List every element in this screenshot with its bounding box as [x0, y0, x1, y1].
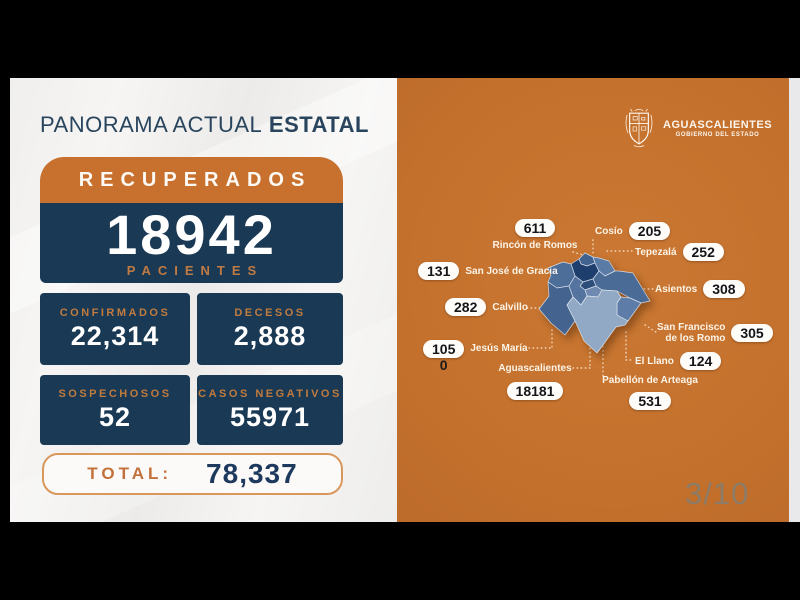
page-title: PANORAMA ACTUAL ESTATAL — [40, 112, 369, 138]
municipality-label: Jesús María — [470, 343, 528, 354]
municipality-label: Rincón de Romos — [492, 240, 578, 251]
value-badge: 252 — [682, 243, 724, 261]
stat-card-confirmados: CONFIRMADOS 22,314 — [40, 293, 190, 365]
stat-label: CONFIRMADOS — [59, 307, 171, 319]
municipality-label: Tepezalá — [635, 246, 677, 258]
municipality-label: Aguascalientes — [498, 363, 572, 374]
value-badge: 282 — [445, 298, 487, 316]
recovered-unit: PACIENTES — [126, 263, 264, 278]
stat-label: DECESOS — [234, 307, 306, 319]
stat-label: SOSPECHOSOS — [58, 388, 172, 400]
recovered-label: RECUPERADOS — [40, 157, 343, 203]
stat-value: 55971 — [229, 402, 311, 432]
value-badge: 105 — [423, 340, 465, 358]
map-region-el-llano — [616, 296, 642, 322]
map-region-calvillo — [538, 281, 576, 336]
municipality-san-francisco-de-los-romo: San Francisco de los Romo 305 — [657, 322, 773, 344]
value-badge: 611 — [514, 219, 556, 237]
map-region-aguascalientes — [566, 289, 629, 354]
stat-card-sospechosos: SOSPECHOSOS 52 — [40, 375, 190, 445]
municipality-label: El Llano — [635, 355, 674, 367]
municipality-label: Asientos — [655, 283, 698, 295]
municipality-label: Calvillo — [492, 301, 528, 313]
stats-panel: PANORAMA ACTUAL ESTATAL RECUPERADOS 1894… — [10, 78, 397, 522]
aguascalientes-coat-of-arms-icon — [625, 108, 653, 148]
state-logo: AGUASCALIENTES GOBIERNO DEL ESTADO — [622, 105, 772, 152]
page-indicator: 3/10 — [685, 476, 750, 511]
municipality-asientos: Asientos 308 — [655, 280, 745, 298]
page-title-regular: PANORAMA ACTUAL — [40, 112, 263, 137]
municipality-el-llano: El Llano 124 — [635, 352, 722, 370]
stat-value: 22,314 — [70, 321, 160, 351]
stat-card-casos-negativos: CASOS NEGATIVOS 55971 — [197, 375, 343, 445]
map-region-pabellon-de-arteaga — [579, 278, 597, 291]
value-badge: 124 — [679, 352, 722, 370]
stat-value: 2,888 — [233, 321, 307, 351]
stat-card-decesos: DECESOS 2,888 — [197, 293, 343, 365]
municipality-label: San Francisco de los Romo — [657, 322, 725, 344]
state-logo-subtitle: GOBIERNO DEL ESTADO — [675, 132, 760, 138]
value-overflow-digit: 0 — [439, 357, 448, 373]
municipality-label-line2: de los Romo — [665, 333, 726, 344]
value-badge: 131 — [418, 262, 460, 280]
state-logo-name: AGUASCALIENTES — [663, 119, 773, 131]
recovered-card: RECUPERADOS 18942 PACIENTES — [40, 157, 343, 283]
stat-value: 52 — [98, 402, 132, 432]
map-region-cosio — [578, 252, 596, 267]
value-badge: 205 — [628, 222, 671, 240]
value-badge-stack: 105 0 — [423, 340, 465, 373]
municipality-label: Pabellón de Arteaga — [602, 375, 698, 386]
value-badge: 531 — [629, 392, 671, 410]
recovered-body: 18942 PACIENTES — [40, 203, 343, 283]
map-region-rincon-de-romos — [570, 258, 600, 283]
stats-grid: CONFIRMADOS 22,314 DECESOS 2,888 SOSPECH… — [40, 293, 343, 445]
right-edge-strip — [789, 78, 800, 522]
municipality-label: San José de Gracia — [465, 265, 558, 277]
map-panel: AGUASCALIENTES GOBIERNO DEL ESTADO — [397, 78, 789, 522]
value-badge: 308 — [703, 280, 745, 298]
municipality-cosio: Cosío 205 — [595, 222, 671, 240]
map-region-san-francisco-de-los-romo — [584, 285, 603, 298]
map-region-jesus-maria — [568, 275, 588, 306]
total-value: 78,337 — [206, 458, 298, 489]
state-logo-text: AGUASCALIENTES GOBIERNO DEL ESTADO — [663, 119, 772, 138]
municipality-tepezala: Tepezalá 252 — [635, 243, 724, 261]
municipality-jesus-maria: 105 0 Jesús María — [423, 340, 528, 373]
municipality-pabellon-de-arteaga: Pabellón de Arteaga 531 — [602, 375, 698, 410]
stat-label: CASOS NEGATIVOS — [198, 388, 342, 400]
municipality-label: Cosío — [595, 225, 623, 237]
total-label: TOTAL: — [87, 464, 173, 483]
municipality-label-line1: San Francisco — [657, 322, 726, 333]
value-badge: 305 — [731, 324, 773, 342]
page-title-bold: ESTATAL — [268, 112, 369, 137]
value-badge: 18181 — [506, 382, 564, 400]
municipality-san-jose-de-gracia: 131 San José de Gracia — [418, 262, 558, 280]
map-region-asientos — [592, 270, 651, 304]
municipality-rincon-de-romos: 611 Rincón de Romos — [492, 219, 578, 251]
map-region-tepezala — [592, 256, 616, 277]
total-box: TOTAL: 78,337 — [42, 453, 343, 495]
municipality-calvillo: 282 Calvillo — [445, 298, 528, 316]
municipality-aguascalientes: Aguascalientes 18181 — [497, 363, 573, 400]
recovered-value: 18942 — [106, 203, 277, 266]
